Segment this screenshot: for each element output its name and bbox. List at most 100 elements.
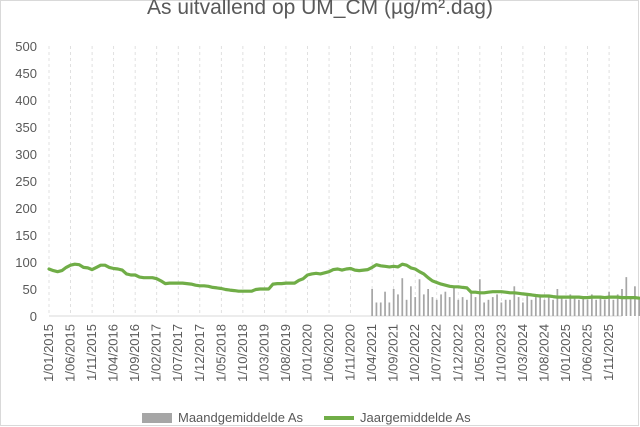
bar-monthly: [547, 297, 550, 316]
x-tick-label: 1/05/2018: [213, 324, 228, 382]
bar-monthly: [509, 299, 511, 316]
x-tick-label: 1/09/2021: [386, 324, 401, 382]
x-tick-label: 1/01/2020: [299, 324, 314, 382]
bar-monthly: [375, 302, 378, 316]
legend-item-monthly: Maandgemiddelde As: [142, 410, 303, 425]
y-tick-label: 0: [30, 309, 37, 324]
bar-monthly: [565, 299, 567, 316]
bar-monthly: [457, 299, 460, 316]
y-tick-label: 250: [15, 174, 37, 189]
bar-monthly: [556, 289, 559, 316]
x-tick-label: 1/12/2022: [450, 324, 465, 382]
x-tick-label: 1/11/2025: [601, 324, 616, 381]
bar-monthly: [621, 289, 623, 316]
bar-monthly: [405, 299, 408, 316]
x-tick-label: 1/07/2022: [429, 324, 444, 382]
bar-monthly: [401, 278, 404, 316]
bar-monthly: [474, 297, 477, 316]
x-tick-label: 1/01/2025: [558, 324, 573, 382]
bar-monthly: [461, 297, 464, 316]
x-tick-label: 1/08/2024: [536, 324, 551, 382]
y-tick-label: 100: [15, 255, 37, 270]
bar-monthly: [397, 294, 399, 316]
bar-monthly: [616, 294, 619, 316]
chart-title: As uitvallend op UM_CM (µg/m².dag): [147, 0, 493, 19]
bar-monthly: [487, 299, 490, 316]
bar-monthly: [552, 299, 554, 316]
bar-monthly: [608, 291, 610, 316]
x-tick-label: 1/06/2020: [321, 324, 336, 382]
bar-monthly: [513, 286, 516, 316]
bar-monthly: [560, 297, 563, 316]
bar-monthly: [586, 299, 589, 316]
x-tick-label: 1/03/2019: [256, 324, 271, 382]
bar-monthly: [573, 297, 576, 316]
bar-monthly: [392, 289, 395, 316]
bar-monthly: [371, 289, 373, 316]
bar-monthly: [534, 297, 537, 316]
bar-monthly: [427, 289, 429, 316]
bar-monthly: [530, 299, 533, 316]
legend-label-yearly: Jaargemiddelde As: [360, 410, 471, 425]
x-tick-label: 1/04/2021: [364, 324, 379, 382]
x-tick-label: 1/02/2017: [149, 324, 164, 382]
bar-monthly: [522, 302, 524, 316]
bar-monthly: [496, 294, 498, 316]
legend-swatch-bar: [142, 412, 172, 423]
x-tick-label: 1/10/2023: [493, 324, 508, 382]
bar-monthly: [483, 302, 485, 316]
bar-monthly: [590, 294, 593, 316]
bar-monthly: [384, 291, 386, 316]
y-tick-label: 450: [15, 66, 37, 81]
bar-monthly: [578, 299, 580, 316]
bar-monthly: [422, 294, 425, 316]
x-tick-label: 1/07/2017: [170, 324, 185, 382]
bar-monthly: [582, 297, 585, 316]
bar-monthly: [440, 294, 442, 316]
bar-monthly: [612, 299, 615, 316]
bar-monthly: [435, 299, 438, 316]
y-tick-label: 500: [15, 39, 37, 54]
y-tick-label: 50: [23, 282, 37, 297]
x-tick-label: 1/08/2019: [278, 324, 293, 382]
bar-monthly: [453, 286, 455, 316]
bar-monthly: [388, 302, 391, 316]
y-tick-label: 350: [15, 120, 37, 135]
x-tick-label: 1/06/2025: [580, 324, 595, 382]
y-tick-label: 400: [15, 93, 37, 108]
bar-monthly: [517, 297, 520, 316]
legend-item-yearly: Jaargemiddelde As: [324, 410, 471, 425]
x-tick-label: 1/03/2024: [515, 324, 530, 382]
bar-monthly: [539, 294, 542, 316]
bar-monthly: [470, 291, 473, 316]
legend: Maandgemiddelde As Jaargemiddelde As: [0, 410, 640, 427]
y-tick-label: 300: [15, 147, 37, 162]
y-tick-label: 150: [15, 228, 37, 243]
x-tick-label: 1/09/2016: [127, 324, 142, 382]
bar-monthly: [431, 297, 434, 316]
x-tick-label: 1/01/2015: [41, 324, 56, 382]
x-tick-label: 1/10/2018: [235, 324, 250, 382]
bar-monthly: [595, 299, 598, 316]
bar-monthly: [414, 297, 417, 316]
x-tick-label: 1/06/2015: [63, 324, 78, 382]
legend-swatch-line: [324, 415, 354, 420]
bar-monthly: [500, 302, 503, 316]
x-tick-label: 1/04/2016: [106, 324, 121, 382]
bar-monthly: [491, 297, 494, 316]
bar-monthly: [444, 291, 447, 316]
bar-monthly: [526, 294, 529, 316]
bar-monthly: [638, 299, 640, 316]
x-tick-label: 1/12/2017: [192, 324, 207, 382]
bar-monthly: [504, 299, 507, 316]
legend-label-monthly: Maandgemiddelde As: [178, 410, 304, 425]
bar-monthly: [599, 297, 602, 316]
x-tick-label: 1/11/2020: [343, 324, 358, 381]
bar-monthly: [629, 297, 632, 316]
x-tick-label: 1/05/2023: [472, 324, 487, 382]
y-tick-label: 200: [15, 201, 37, 216]
x-tick-label: 1/02/2022: [407, 324, 422, 382]
bar-monthly: [448, 297, 451, 316]
chart-plot: 0 50 100 150 200 250 300 350 400 450 500 1/01/2015 1…: [15, 39, 640, 382]
